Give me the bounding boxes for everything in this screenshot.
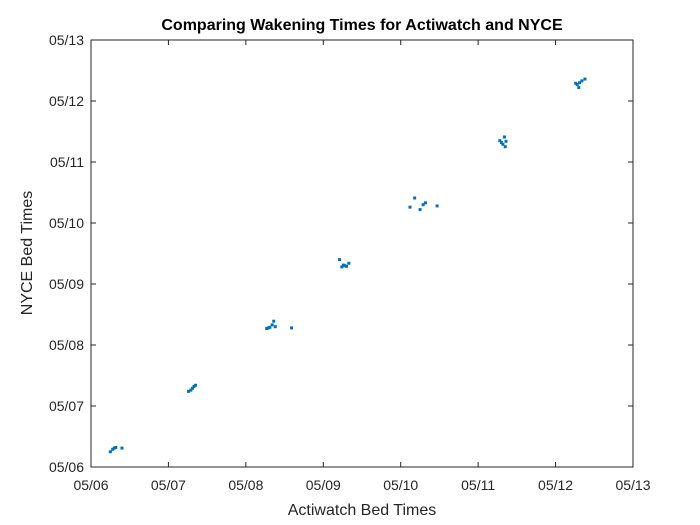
data-point bbox=[578, 81, 582, 85]
y-tick-label: 05/12 bbox=[49, 93, 84, 109]
chart-title: Comparing Wakening Times for Actiwatch a… bbox=[161, 17, 563, 34]
data-point bbox=[343, 264, 347, 268]
data-point bbox=[408, 205, 412, 209]
y-tick-label: 05/10 bbox=[49, 215, 84, 231]
data-point bbox=[435, 204, 439, 208]
data-point bbox=[501, 142, 505, 146]
data-point bbox=[577, 86, 581, 90]
x-axis-title: Actiwatch Bed Times bbox=[288, 502, 437, 519]
axis-ticks: 05/06 05/07 05/08 05/09 05/10 05/11 05/12 05/13… bbox=[49, 32, 651, 493]
data-point bbox=[575, 83, 579, 87]
data-point bbox=[192, 384, 196, 388]
data-point bbox=[499, 140, 503, 144]
data-point bbox=[114, 445, 118, 449]
data-point bbox=[290, 326, 294, 330]
data-point bbox=[272, 319, 276, 323]
x-tick-label: 05/09 bbox=[306, 477, 341, 493]
data-point bbox=[498, 139, 502, 143]
data-point bbox=[108, 450, 112, 454]
data-point bbox=[347, 261, 351, 265]
y-tick-label: 05/06 bbox=[49, 459, 84, 475]
data-point bbox=[270, 323, 274, 327]
data-points bbox=[108, 77, 587, 454]
data-point bbox=[273, 325, 277, 329]
data-point bbox=[190, 386, 194, 390]
data-point bbox=[111, 447, 115, 451]
data-point bbox=[580, 79, 584, 83]
data-point bbox=[268, 325, 272, 329]
x-tick-label: 05/08 bbox=[228, 477, 263, 493]
x-tick-label: 05/13 bbox=[615, 477, 650, 493]
plot-area bbox=[90, 39, 634, 468]
data-point bbox=[503, 145, 507, 149]
data-point bbox=[574, 81, 578, 85]
x-tick-label: 05/12 bbox=[538, 477, 573, 493]
data-point bbox=[194, 383, 198, 387]
data-point bbox=[187, 389, 191, 393]
data-point bbox=[502, 135, 506, 139]
y-tick-label: 05/13 bbox=[49, 32, 84, 48]
data-point bbox=[265, 327, 269, 331]
y-tick-label: 05/11 bbox=[50, 154, 84, 170]
data-point bbox=[413, 196, 417, 200]
data-point bbox=[345, 264, 349, 268]
data-point bbox=[421, 203, 425, 207]
data-point bbox=[120, 446, 124, 450]
data-point bbox=[189, 388, 193, 392]
x-tick-label: 05/07 bbox=[151, 477, 186, 493]
data-point bbox=[112, 446, 116, 450]
y-tick-label: 05/09 bbox=[49, 276, 84, 292]
data-point bbox=[340, 265, 344, 269]
x-tick-label: 05/11 bbox=[461, 477, 495, 493]
data-point bbox=[418, 208, 422, 212]
data-point bbox=[504, 139, 508, 143]
data-point bbox=[583, 77, 587, 81]
y-tick-label: 05/08 bbox=[49, 337, 84, 353]
data-point bbox=[341, 263, 345, 267]
data-point bbox=[266, 326, 270, 330]
x-tick-label: 05/10 bbox=[383, 477, 418, 493]
y-axis-title: NYCE Bed Times bbox=[19, 191, 36, 315]
y-tick-label: 05/07 bbox=[49, 398, 84, 414]
data-point bbox=[423, 201, 427, 205]
x-tick-label: 05/06 bbox=[73, 477, 108, 493]
data-point bbox=[338, 258, 342, 262]
